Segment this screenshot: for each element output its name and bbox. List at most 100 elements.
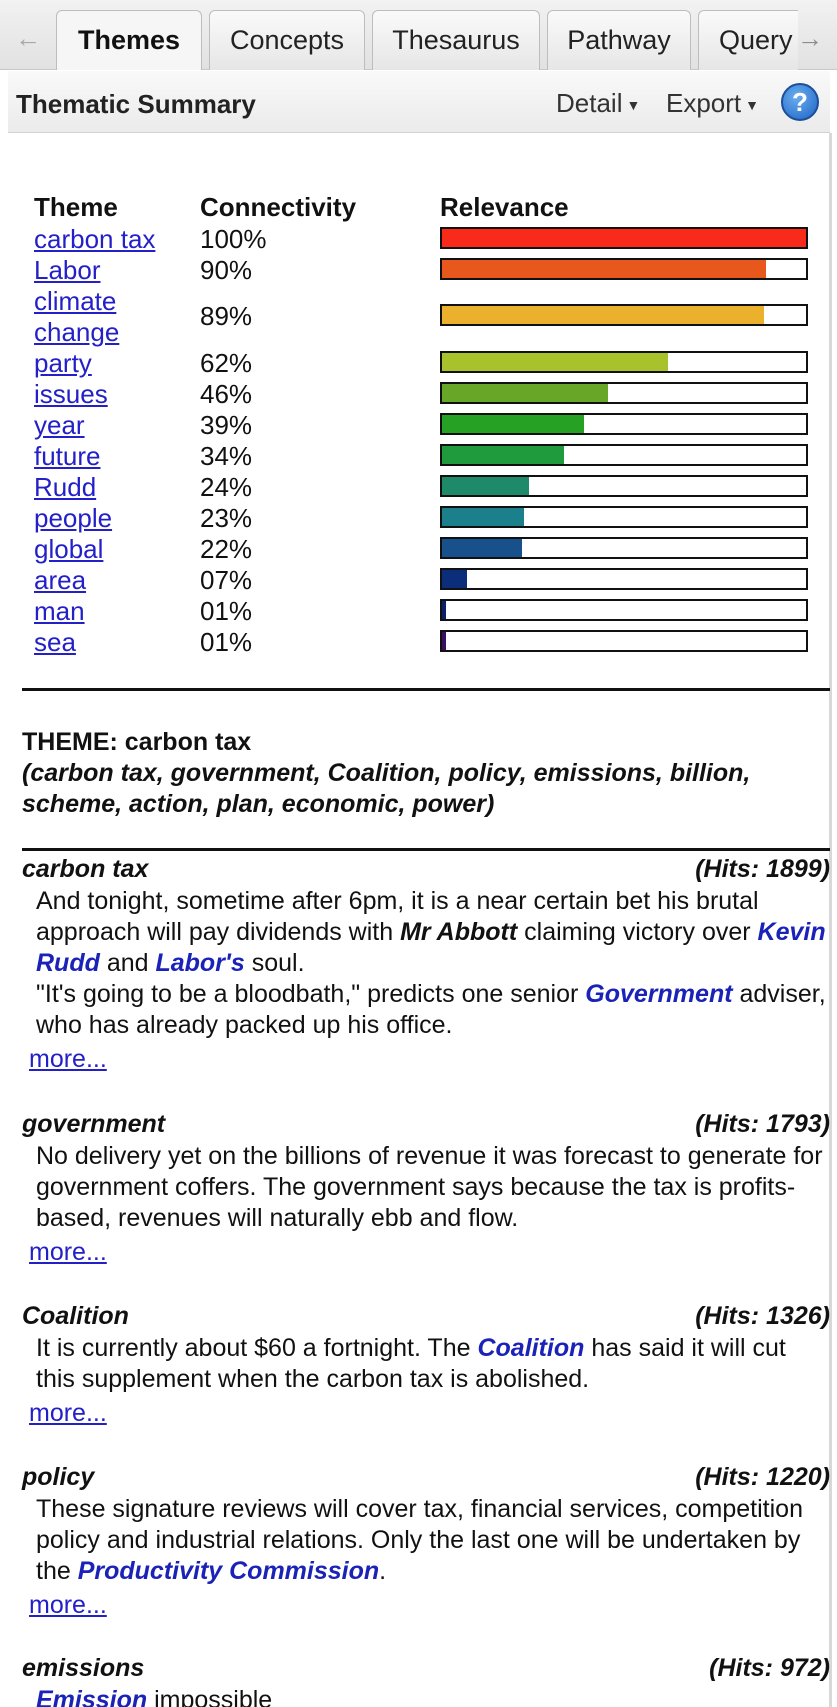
connectivity-value: 23% <box>200 503 253 533</box>
connectivity-value: 39% <box>200 410 253 440</box>
highlighted-term[interactable]: Labor's <box>155 949 245 977</box>
relevance-bar-fill <box>442 384 608 402</box>
scroll-left-arrow-icon[interactable]: ← <box>15 22 41 53</box>
theme-link[interactable]: man <box>34 596 85 626</box>
concept-excerpt: It is currently about $60 a fortnight. T… <box>36 1333 830 1395</box>
caret-down-icon: ▼ <box>626 97 641 114</box>
relevance-bar <box>440 475 808 497</box>
tab-list: Themes Concepts Thesaurus Pathway Query <box>56 10 798 70</box>
theme-link[interactable]: climate change <box>34 286 120 347</box>
excerpt-text: It is currently about $60 a fortnight. T… <box>36 1334 478 1362</box>
divider <box>22 848 830 851</box>
excerpt-text: These signature reviews will cover tax, … <box>36 1495 803 1585</box>
more-link[interactable]: more... <box>29 1238 107 1266</box>
relevance-bar <box>440 537 808 559</box>
tab-query[interactable]: Query <box>698 10 798 70</box>
theme-link[interactable]: area <box>34 565 87 595</box>
concept-name: Coalition <box>22 1302 129 1330</box>
theme-link[interactable]: global <box>34 534 104 564</box>
relevance-bar <box>440 630 808 652</box>
connectivity-value: 01% <box>200 627 253 657</box>
relevance-bar-fill <box>442 446 564 464</box>
connectivity-value: 24% <box>200 472 253 502</box>
connectivity-value: 100% <box>200 224 267 254</box>
relevance-bar-fill <box>442 632 446 650</box>
concept-hits: (Hits: 972) <box>709 1654 830 1682</box>
connectivity-value: 01% <box>200 596 253 626</box>
panel-header: Thematic Summary Detail ▼ Export ▼ ? <box>8 71 830 133</box>
divider <box>22 688 830 691</box>
tab-concepts[interactable]: Concepts <box>209 10 365 70</box>
relevance-bar-fill <box>442 508 524 526</box>
more-link[interactable]: more... <box>29 1045 107 1073</box>
theme-link[interactable]: year <box>34 410 85 440</box>
help-icon[interactable]: ? <box>781 83 819 121</box>
concept-name: government <box>22 1110 166 1138</box>
scroll-right-arrow-icon[interactable]: → <box>797 22 823 53</box>
relevance-bar <box>440 444 808 466</box>
detail-menu-label: Detail <box>556 88 623 118</box>
excerpt-text: claiming victory over <box>517 918 758 946</box>
tab-bar: ← Themes Concepts Thesaurus Pathway Quer… <box>0 0 837 70</box>
tab-themes[interactable]: Themes <box>56 10 202 70</box>
concept-excerpt: Emission impossible <box>36 1685 830 1707</box>
highlighted-term[interactable]: Emission <box>36 1686 148 1707</box>
export-menu[interactable]: Export ▼ <box>666 88 759 119</box>
connectivity-value: 62% <box>200 348 253 378</box>
theme-link[interactable]: future <box>34 441 101 471</box>
relevance-bar-fill <box>442 477 530 495</box>
relevance-bar-fill <box>442 601 446 619</box>
excerpt-text: "It's going to be a bloodbath," predicts… <box>36 980 586 1008</box>
relevance-bar-fill <box>442 415 584 433</box>
theme-link[interactable]: sea <box>34 627 76 657</box>
connectivity-value: 90% <box>200 255 253 285</box>
relevance-bar <box>440 506 808 528</box>
excerpt-text: No delivery yet on the billions of reven… <box>36 1142 823 1232</box>
concept-hits: (Hits: 1899) <box>695 855 830 883</box>
page-title: Thematic Summary <box>16 89 256 119</box>
excerpt-text: soul. <box>244 949 305 977</box>
theme-link[interactable]: carbon tax <box>34 224 156 254</box>
theme-link[interactable]: people <box>34 503 113 533</box>
excerpt-text: . <box>379 1557 387 1585</box>
relevance-bar-fill <box>442 353 668 371</box>
column-header-connectivity: Connectivity <box>200 192 357 222</box>
concept-excerpt: No delivery yet on the billions of reven… <box>36 1141 830 1234</box>
highlighted-term[interactable]: Coalition <box>477 1334 585 1362</box>
relevance-bar <box>440 304 808 326</box>
highlighted-term[interactable]: Government <box>585 980 733 1008</box>
export-menu-label: Export <box>666 88 742 118</box>
excerpt-text: and <box>99 949 156 977</box>
more-link[interactable]: more... <box>29 1591 107 1619</box>
highlighted-term[interactable]: Kevin Rudd <box>36 918 826 977</box>
relevance-bar <box>440 351 808 373</box>
detail-menu[interactable]: Detail ▼ <box>556 88 640 119</box>
concept-excerpt: These signature reviews will cover tax, … <box>36 1494 830 1587</box>
theme-heading: THEME: carbon tax <box>22 728 252 756</box>
relevance-bar <box>440 258 808 280</box>
theme-link[interactable]: Rudd <box>34 472 97 502</box>
concept-hits: (Hits: 1220) <box>695 1463 830 1491</box>
theme-link[interactable]: party <box>34 348 92 378</box>
tab-pathway[interactable]: Pathway <box>547 10 691 70</box>
connectivity-value: 89% <box>200 301 253 331</box>
theme-link[interactable]: issues <box>34 379 108 409</box>
concept-name: emissions <box>22 1654 145 1682</box>
concept-excerpt: And tonight, sometime after 6pm, it is a… <box>36 886 830 1041</box>
tab-thesaurus[interactable]: Thesaurus <box>372 10 540 70</box>
connectivity-value: 22% <box>200 534 253 564</box>
theme-link[interactable]: Labor <box>34 255 101 285</box>
relevance-bar <box>440 413 808 435</box>
relevance-bar <box>440 382 808 404</box>
connectivity-value: 34% <box>200 441 253 471</box>
theme-terms: (carbon tax, government, Coalition, poli… <box>22 759 751 818</box>
connectivity-value: 07% <box>200 565 253 595</box>
highlighted-term[interactable]: Mr Abbott <box>400 918 518 946</box>
excerpt-text: And tonight, sometime after 6pm, it is a… <box>36 887 759 946</box>
connectivity-value: 46% <box>200 379 253 409</box>
excerpt-text: impossible <box>147 1686 273 1707</box>
relevance-bar <box>440 599 808 621</box>
relevance-bar <box>440 568 808 590</box>
more-link[interactable]: more... <box>29 1399 107 1427</box>
highlighted-term[interactable]: Productivity Commission <box>77 1557 380 1585</box>
